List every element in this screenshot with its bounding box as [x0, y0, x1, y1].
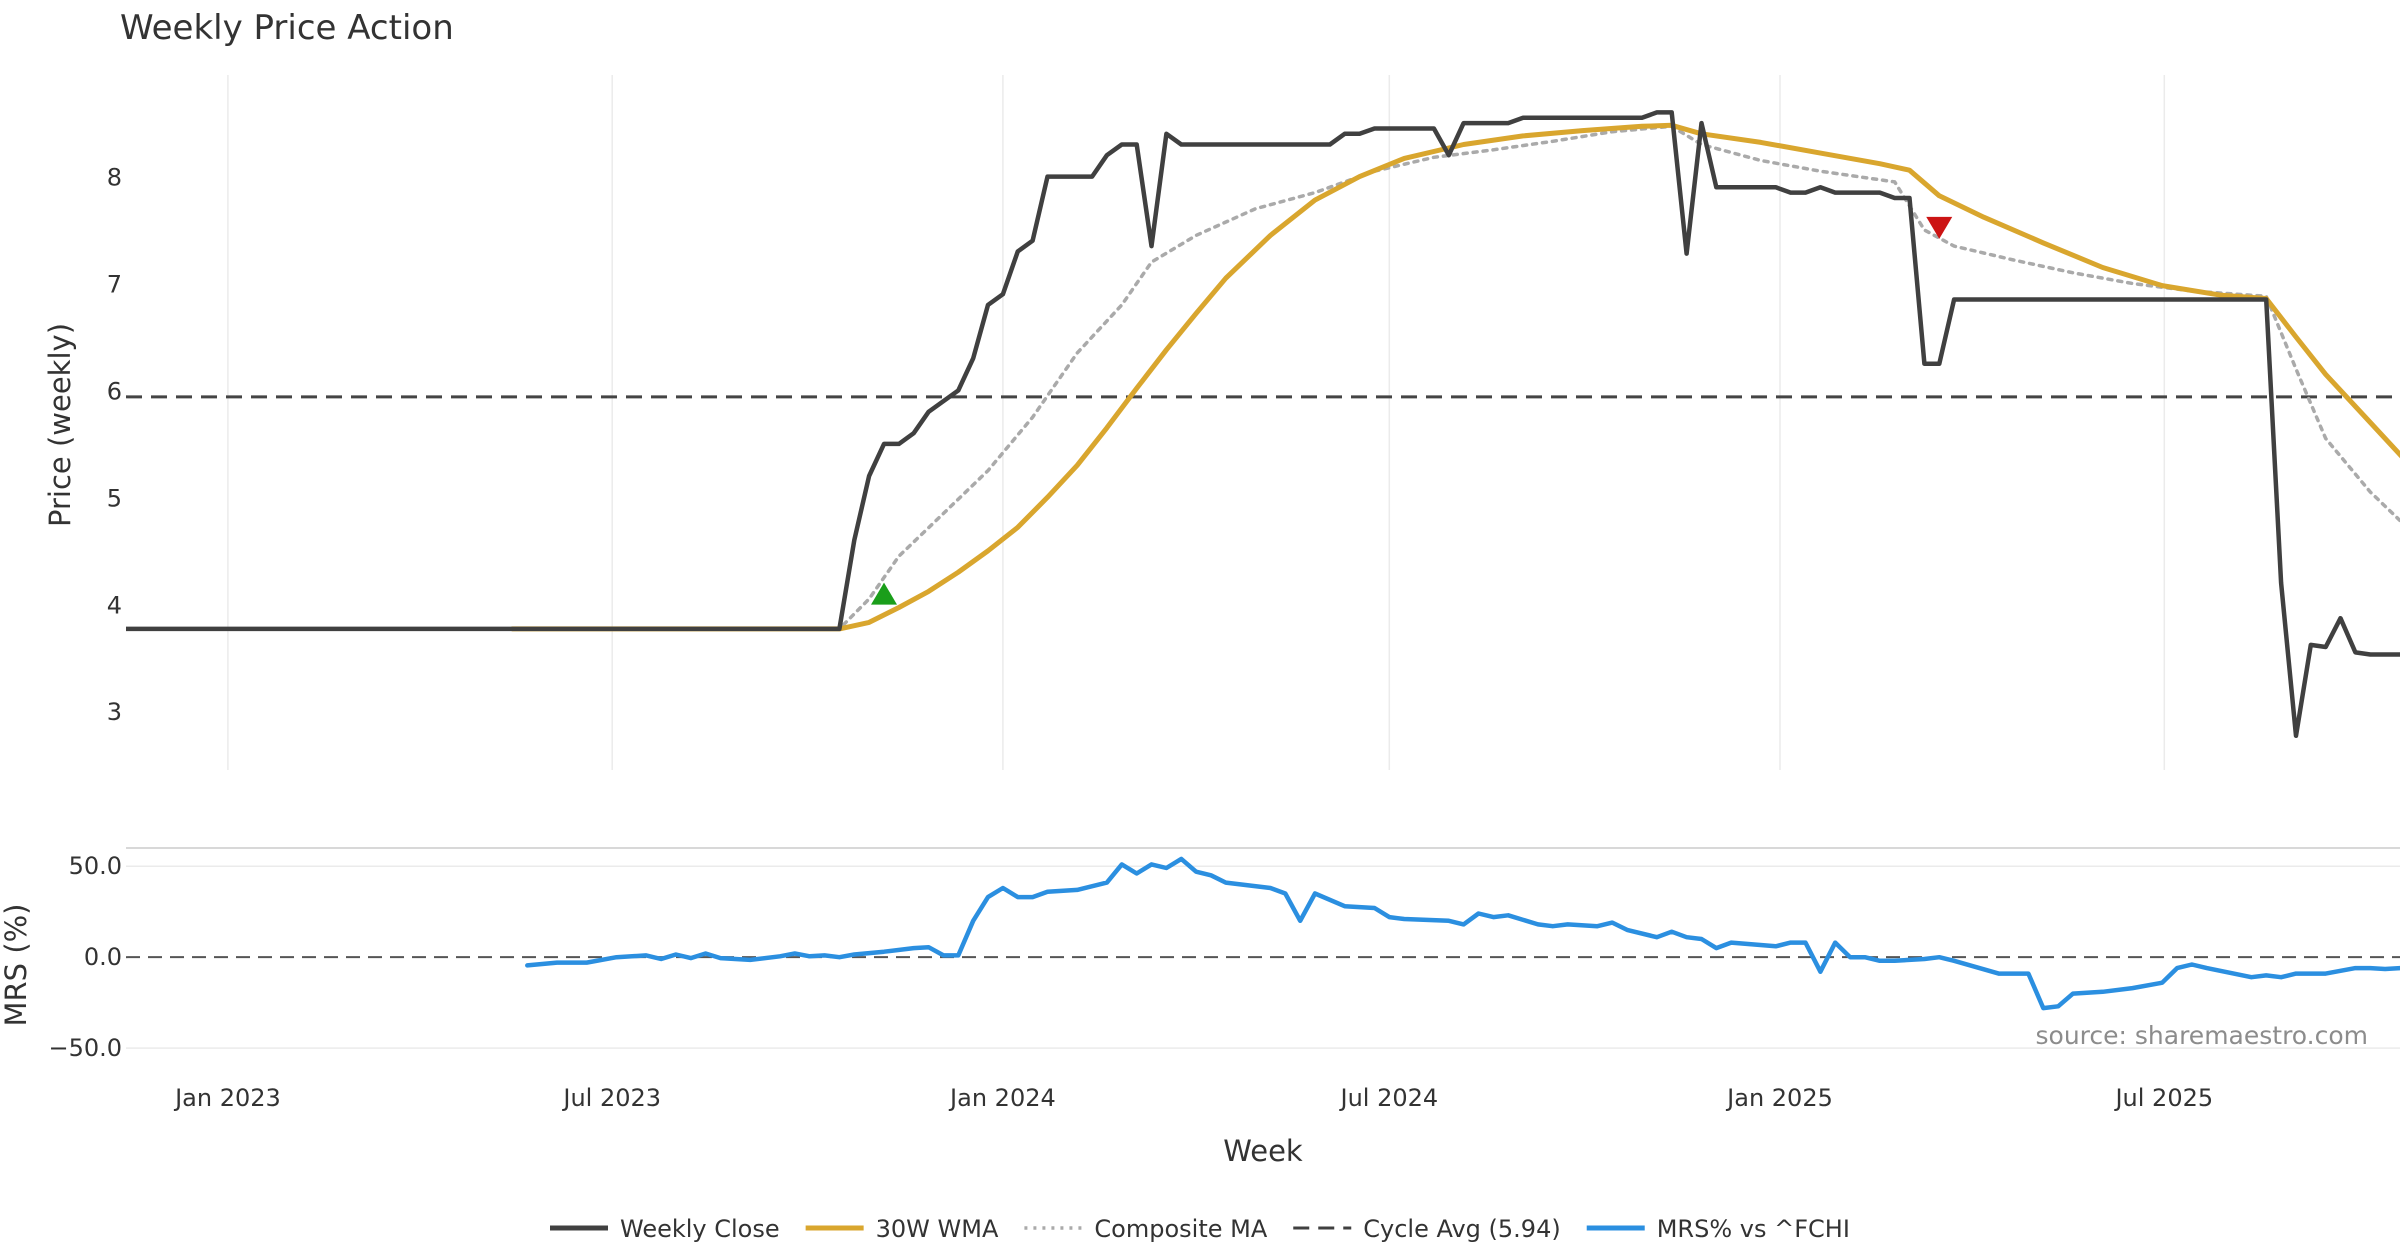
series-line-composite-ma	[213, 124, 2400, 631]
legend: Weekly Close 30W WMA Composite MA Cycle Avg…	[550, 1215, 1850, 1243]
x-tick-label-4: Jan 2025	[1725, 1084, 1833, 1112]
legend-item-3: Cycle Avg (5.94)	[1293, 1215, 1561, 1243]
price-y-tick-label-2: 5	[107, 484, 122, 512]
legend-label-0: Weekly Close	[620, 1215, 780, 1243]
price-axis-title: Price (weekly)	[43, 323, 77, 527]
mrs-y-tick-label-2: −50.0	[48, 1034, 122, 1062]
legend-label-4: MRS% vs ^FCHI	[1657, 1215, 1850, 1243]
x-tick-label-5: Jul 2025	[2113, 1084, 2213, 1112]
legend-item-1: 30W WMA	[805, 1215, 999, 1243]
x-tick-label-1: Jul 2023	[561, 1084, 661, 1112]
legend-label-1: 30W WMA	[876, 1215, 999, 1243]
x-tick-label-0: Jan 2023	[173, 1084, 281, 1112]
legend-label-3: Cycle Avg (5.94)	[1363, 1215, 1560, 1243]
x-tick-label-2: Jan 2024	[948, 1084, 1056, 1112]
mrs-axis-title: MRS (%)	[0, 904, 33, 1027]
legend-label-2: Composite MA	[1094, 1215, 1267, 1243]
series-line-mrs	[525, 856, 2400, 1011]
buy-signal-marker	[871, 582, 897, 605]
price-y-tick-label-0: 3	[107, 698, 122, 726]
legend-item-2: Composite MA	[1024, 1215, 1268, 1243]
price-y-tick-label-3: 6	[107, 377, 122, 405]
series-line-weekly-close	[126, 110, 2400, 739]
source-note: source: sharemaestro.com	[2036, 1021, 2369, 1050]
legend-item-0: Weekly Close	[550, 1215, 780, 1243]
x-tick-label-3: Jul 2024	[1338, 1084, 1438, 1112]
mrs-y-tick-label-0: 50.0	[69, 852, 122, 880]
chart-title: Weekly Price Action	[120, 8, 454, 48]
x-axis-title: Week	[1223, 1134, 1303, 1168]
price-y-tick-label-4: 7	[107, 271, 122, 299]
series-line-30w-wma	[509, 122, 2400, 632]
price-y-tick-label-5: 8	[107, 164, 122, 192]
price-y-tick-label-1: 4	[107, 591, 122, 619]
legend-item-4: MRS% vs ^FCHI	[1586, 1215, 1850, 1243]
sell-signal-marker	[1926, 216, 1953, 239]
mrs-y-tick-label-1: 0.0	[84, 943, 122, 971]
